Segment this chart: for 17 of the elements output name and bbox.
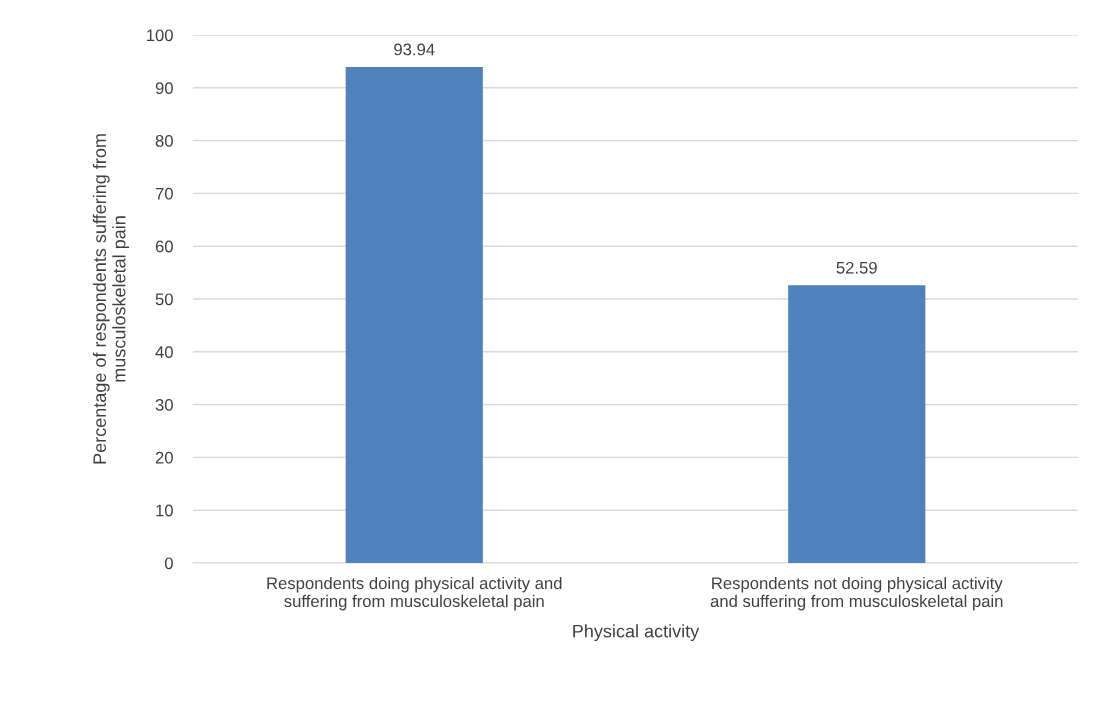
x-axis-title: Physical activity bbox=[573, 624, 700, 642]
y-tick-label: 100 bbox=[147, 29, 173, 42]
x-tick-label: Respondents not doing physical activity and suffering from musculoskeletal pain bbox=[710, 576, 1003, 611]
y-tick-label: 30 bbox=[155, 399, 173, 411]
y-tick-label: 80 bbox=[155, 135, 173, 147]
y-tick-label: 90 bbox=[155, 82, 173, 94]
x-tick-label: Respondents doing physical activity and suffering from musculoskeletal pain bbox=[267, 576, 562, 611]
y-axis-title: Percentage of respondents suffering from musculoskeletal pain bbox=[92, 134, 130, 464]
y-tick-label: 20 bbox=[155, 451, 173, 464]
y-tick-label: 0 bbox=[164, 557, 173, 570]
y-tick-label: 70 bbox=[155, 187, 173, 200]
data-label: 52.59 bbox=[836, 261, 877, 274]
data-label: 93.94 bbox=[394, 43, 435, 56]
y-tick-label: 40 bbox=[155, 346, 173, 358]
y-tick-label: 10 bbox=[156, 504, 173, 517]
y-tick-label: 50 bbox=[155, 293, 173, 306]
y-tick-label: 60 bbox=[155, 240, 173, 253]
